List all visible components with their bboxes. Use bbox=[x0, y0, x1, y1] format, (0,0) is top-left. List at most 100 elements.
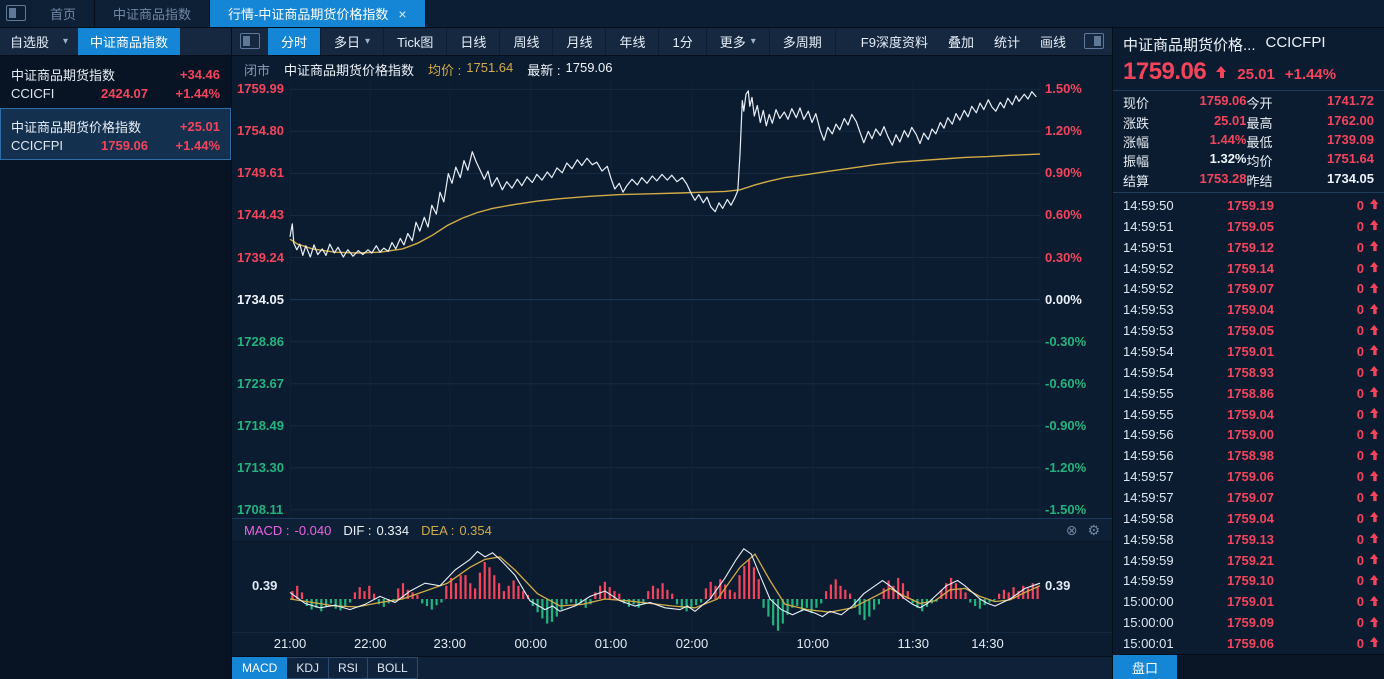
quote-field-label: 涨跌 bbox=[1123, 115, 1150, 131]
watchlist-tab-csi-commodity[interactable]: 中证商品指数 bbox=[78, 28, 181, 55]
tab-1min[interactable]: 1分 bbox=[659, 28, 707, 55]
tick-row[interactable]: 14:59:52 1759.07 0 bbox=[1123, 278, 1380, 299]
tick-row[interactable]: 14:59:57 1759.06 0 bbox=[1123, 466, 1380, 487]
macd-value: -0.040 bbox=[294, 522, 332, 538]
tab-tick-chart[interactable]: Tick图 bbox=[384, 28, 448, 55]
close-icon[interactable]: × bbox=[398, 5, 407, 22]
tick-row[interactable]: 14:59:57 1759.07 0 bbox=[1123, 487, 1380, 508]
tick-volume: 0 bbox=[1356, 218, 1364, 234]
instrument-pct: +1.44% bbox=[175, 138, 220, 153]
tick-row[interactable]: 14:59:52 1759.14 0 bbox=[1123, 258, 1380, 279]
quote-field-label: 结算 bbox=[1123, 173, 1150, 189]
sidebar-toggle-icon[interactable] bbox=[6, 5, 26, 21]
quote-field-label: 均价 bbox=[1246, 154, 1273, 170]
tab-boll[interactable]: BOLL bbox=[368, 657, 418, 679]
tick-volume: 0 bbox=[1356, 531, 1364, 547]
tab-multiday[interactable]: 多日 ▾ bbox=[321, 28, 385, 55]
tick-price: 1759.19 bbox=[1227, 197, 1274, 213]
tick-row[interactable]: 14:59:50 1759.19 0 bbox=[1123, 195, 1380, 216]
close-indicator-icon[interactable]: ⊗ bbox=[1065, 521, 1078, 538]
tab-order-book[interactable]: 盘口 bbox=[1113, 655, 1177, 679]
time-axis-label: 10:00 bbox=[796, 636, 830, 651]
time-axis-label: 11:30 bbox=[897, 636, 930, 651]
tab-yearly[interactable]: 年线 bbox=[606, 28, 660, 55]
toolbar-right: F9深度资料 叠加 统计 画线 bbox=[851, 28, 1112, 55]
btn-f9-depth-info[interactable]: F9深度资料 bbox=[860, 35, 928, 50]
price-axis-label: 1728.86 bbox=[237, 333, 284, 349]
price-axis-label: 1713.30 bbox=[237, 459, 284, 475]
gear-icon[interactable]: ⚙ bbox=[1087, 521, 1100, 538]
pct-axis-label: -0.60% bbox=[1045, 375, 1087, 391]
tab-home[interactable]: 首页 bbox=[32, 0, 96, 27]
tick-row[interactable]: 14:59:53 1759.05 0 bbox=[1123, 320, 1380, 341]
tab-macd[interactable]: MACD bbox=[232, 657, 288, 679]
tick-row[interactable]: 15:00:01 1759.06 0 bbox=[1123, 633, 1380, 654]
tick-row[interactable]: 14:59:55 1758.86 0 bbox=[1123, 383, 1380, 404]
tick-row[interactable]: 14:59:54 1758.93 0 bbox=[1123, 362, 1380, 383]
tick-price: 1759.06 bbox=[1227, 469, 1274, 485]
macd-header: MACD : -0.040 DIF :0.334 DEA :0.354 ⊗ ⚙ bbox=[232, 518, 1112, 542]
pct-axis-label: 0.60% bbox=[1045, 207, 1082, 223]
tick-volume: 0 bbox=[1356, 489, 1364, 505]
tab-csi-commodity-index[interactable]: 中证商品指数 bbox=[95, 0, 211, 27]
price-axis-label: 1749.61 bbox=[237, 165, 284, 181]
watchlist-header: 自选股 ▾ 中证商品指数 bbox=[0, 28, 231, 56]
tick-row[interactable]: 14:59:53 1759.04 0 bbox=[1123, 299, 1380, 320]
tab-multi-period[interactable]: 多周期 bbox=[770, 28, 836, 55]
up-arrow-icon bbox=[1369, 574, 1379, 585]
tick-row[interactable]: 14:59:58 1759.04 0 bbox=[1123, 508, 1380, 529]
pct-axis-label: 0.90% bbox=[1045, 165, 1082, 181]
watchlist-item-ccicfi[interactable]: 中证商品期货指数 +34.46 CCICFI 2424.07 +1.44% bbox=[0, 56, 231, 108]
pct-axis-label: -0.30% bbox=[1045, 333, 1087, 349]
tab-daily[interactable]: 日线 bbox=[447, 28, 501, 55]
watchlist-dropdown[interactable]: 自选股 ▾ bbox=[0, 28, 78, 55]
tick-row[interactable]: 15:00:00 1759.01 0 bbox=[1123, 591, 1380, 612]
panel-toggle-left-icon[interactable] bbox=[240, 33, 260, 49]
tick-row[interactable]: 14:59:56 1758.98 0 bbox=[1123, 445, 1380, 466]
tab-kdj[interactable]: KDJ bbox=[287, 657, 330, 679]
up-arrow-icon bbox=[1364, 428, 1380, 441]
tick-row[interactable]: 14:59:56 1759.00 0 bbox=[1123, 424, 1380, 445]
btn-overlay[interactable]: 叠加 bbox=[947, 35, 974, 50]
btn-statistics[interactable]: 统计 bbox=[993, 35, 1020, 50]
tab-quote-ccicfpi[interactable]: 行情-中证商品期货价格指数 × bbox=[210, 0, 426, 27]
quote-change-pct: +1.44% bbox=[1284, 66, 1337, 83]
tick-row[interactable]: 14:59:59 1759.21 0 bbox=[1123, 550, 1380, 571]
tick-time: 14:59:54 bbox=[1123, 364, 1174, 380]
tick-row[interactable]: 14:59:58 1759.13 0 bbox=[1123, 529, 1380, 550]
instrument-change: +25.01 bbox=[179, 119, 220, 134]
intraday-price-chart[interactable]: 1759.99 1.50% 1754.80 1.20% 1749.61 0.90% 1744… bbox=[232, 81, 1112, 518]
tick-row[interactable]: 14:59:51 1759.12 0 bbox=[1123, 237, 1380, 258]
tab-intraday[interactable]: 分时 bbox=[268, 28, 322, 55]
macd-indicator-pane[interactable]: 0.39 0.39 bbox=[232, 542, 1112, 632]
price-axis-label: 1734.05 bbox=[237, 291, 284, 307]
btn-label: 多日 bbox=[334, 35, 361, 50]
tab-more[interactable]: 更多 ▾ bbox=[707, 28, 770, 55]
tab-weekly[interactable]: 周线 bbox=[500, 28, 554, 55]
tab-rsi[interactable]: RSI bbox=[329, 657, 369, 679]
tick-volume: 0 bbox=[1356, 323, 1364, 339]
panel-toggle-right-icon[interactable] bbox=[1084, 33, 1104, 49]
tick-row[interactable]: 15:00:00 1759.09 0 bbox=[1123, 612, 1380, 633]
pct-axis-label: 1.50% bbox=[1045, 81, 1082, 97]
watchlist-item-ccicfpi[interactable]: 中证商品期货价格指数 +25.01 CCICFPI 1759.06 +1.44% bbox=[0, 108, 231, 160]
tick-row[interactable]: 14:59:55 1759.04 0 bbox=[1123, 404, 1380, 425]
last-price-label: 最新 : bbox=[527, 62, 561, 78]
tick-price: 1759.07 bbox=[1227, 489, 1274, 505]
tick-volume: 0 bbox=[1356, 552, 1364, 568]
time-axis-label: 21:00 bbox=[273, 636, 307, 651]
tab-monthly[interactable]: 月线 bbox=[553, 28, 607, 55]
quote-field-label: 今开 bbox=[1246, 96, 1273, 112]
up-arrow-icon bbox=[1369, 491, 1379, 502]
tick-row[interactable]: 14:59:59 1759.10 0 bbox=[1123, 570, 1380, 591]
up-arrow-icon bbox=[1364, 533, 1380, 545]
tick-row[interactable]: 14:59:54 1759.01 0 bbox=[1123, 341, 1380, 362]
tick-row[interactable]: 14:59:51 1759.05 0 bbox=[1123, 216, 1380, 237]
chevron-down-icon: ▾ bbox=[63, 36, 69, 47]
up-arrow-icon bbox=[1369, 407, 1379, 419]
price-axis-label: 1718.49 bbox=[237, 417, 284, 433]
tick-time: 14:59:59 bbox=[1123, 552, 1174, 568]
tick-trade-list[interactable]: 14:59:50 1759.19 0 14:59:51 1759.05 0 14:59:51… bbox=[1113, 193, 1384, 654]
btn-draw-line[interactable]: 画线 bbox=[1039, 35, 1066, 50]
avg-price-value: 1751.64 bbox=[466, 59, 514, 75]
